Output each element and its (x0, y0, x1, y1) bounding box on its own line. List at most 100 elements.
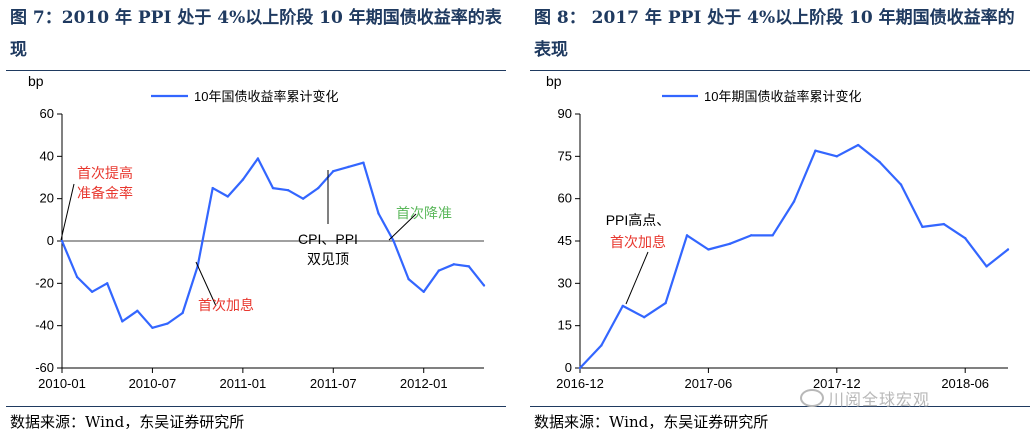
data-point (792, 200, 796, 203)
x-tick-label: 2010-07 (129, 376, 177, 391)
x-tick-label: 2011-07 (310, 376, 357, 391)
data-point (317, 186, 320, 190)
data-point (286, 189, 290, 192)
annotation-line: 首次加息 (198, 297, 254, 313)
legend-label: 10年期国债收益率累计变化 (704, 89, 861, 104)
data-point (707, 248, 710, 251)
figure-7-title: 图 7：2010 年 PPI 处于 4%以上阶段 10 年期国债收益率的表现 (10, 8, 502, 60)
data-point (241, 178, 245, 181)
watermark: 川阅全球宏观 (800, 386, 930, 410)
legend-label: 10年国债收益率累计变化 (194, 89, 338, 104)
data-point (407, 277, 410, 281)
data-point (121, 320, 124, 323)
annotation-line: 准备金率 (77, 185, 133, 201)
x-tick-label: 2016-12 (556, 376, 604, 391)
source-note: 数据来源：Wind，东吴证券研究所 (10, 413, 245, 431)
title-rule (530, 70, 1030, 71)
data-point (814, 149, 817, 152)
source-note: 数据来源：Wind，东吴证券研究所 (534, 413, 769, 431)
annotation-leader-line (195, 261, 217, 307)
y-tick-label: 40 (40, 148, 54, 163)
x-tick-label: 2017-06 (685, 376, 733, 391)
y-tick-label: 30 (558, 275, 572, 290)
y-tick-label: 90 (558, 106, 572, 121)
data-point (857, 143, 860, 147)
data-point (151, 326, 154, 329)
data-point (1006, 248, 1010, 251)
x-tick-label: 2012-01 (400, 376, 448, 391)
data-point (664, 301, 667, 305)
annotation-leader-line (60, 183, 75, 241)
annotation-label: 首次加息 (610, 234, 666, 250)
data-point (728, 242, 731, 246)
x-tick-label: 2018-06 (941, 376, 989, 391)
annotation-line: 双见顶 (307, 251, 349, 267)
data-point (60, 239, 64, 243)
data-point (332, 169, 335, 173)
annotation-line: 首次降准 (396, 205, 452, 221)
wechat-logo-icon (800, 389, 824, 407)
data-point (347, 165, 350, 169)
annotation-label: 首次加息 (198, 297, 254, 313)
data-point (106, 282, 109, 285)
data-point (685, 234, 689, 237)
y-tick-label: 75 (558, 148, 572, 163)
data-point (301, 197, 305, 200)
annotation-line: CPI、PPI (298, 231, 358, 247)
data-point (482, 284, 486, 287)
y-tick-label: 15 (558, 318, 572, 333)
data-point (600, 344, 603, 347)
annotation-line: 首次提高 (77, 165, 133, 181)
data-point (985, 265, 988, 268)
y-tick-label: 60 (558, 191, 572, 206)
annotation-label: 首次降准 (396, 205, 452, 221)
chart-panel-2017: 图 8： 2017 年 PPI 处于 4%以上阶段 10 年期国债收益率的表现 … (530, 0, 1030, 440)
y-tick-label: 45 (558, 233, 572, 248)
annotation-label: CPI、PPI 双见顶 (298, 231, 358, 267)
y-tick-label: 0 (47, 233, 54, 248)
figure-8-title: 图 8： 2017 年 PPI 处于 4%以上阶段 10 年期国债收益率的表现 (534, 8, 1015, 60)
data-point (878, 160, 881, 164)
data-point (271, 186, 275, 190)
data-point (422, 290, 425, 293)
y-tick-label: 60 (40, 106, 54, 121)
data-point (226, 195, 229, 198)
data-point (578, 366, 582, 370)
data-point (211, 186, 214, 190)
data-point (377, 212, 380, 215)
data-point (621, 304, 624, 308)
chart-panel-2010: 图 7：2010 年 PPI 处于 4%以上阶段 10 年期国债收益率的表现 -… (6, 0, 506, 440)
data-point (181, 311, 184, 315)
data-point (467, 265, 471, 268)
y-axis-unit-label: bp (28, 73, 44, 89)
y-tick-label: -40 (35, 318, 54, 333)
title-rule (6, 70, 506, 71)
annotation-label: PPI高点、 (606, 212, 671, 228)
chart-2017-yield: 0 15 30 45 60 75 90 bp 2016-12 2017-06 2017-12 2018… (546, 73, 1010, 391)
data-point (921, 225, 924, 229)
data-point (362, 161, 365, 164)
watermark-text: 川阅全球宏观 (828, 390, 931, 409)
data-point (835, 155, 838, 158)
x-tick-label: 2011-01 (219, 376, 266, 391)
y-tick-label: 20 (40, 191, 54, 206)
data-point (90, 290, 94, 293)
x-tick-label: 2010-01 (38, 376, 86, 391)
footer-rule (6, 406, 506, 407)
annotation-label: 首次提高准备金率 (77, 165, 133, 201)
y-tick-label: 0 (565, 360, 572, 375)
data-point (771, 234, 774, 237)
data-point (964, 236, 967, 240)
data-point (136, 309, 139, 313)
y-tick-label: -20 (35, 275, 54, 290)
annotation-line: PPI高点、 (606, 212, 671, 228)
data-point (437, 269, 440, 272)
series-line (60, 157, 485, 329)
data-point (750, 234, 753, 237)
chart-2010-yield: -60 -40 -20 0 20 40 60 bp 2010-01 2010-07 2011-01 2… (28, 73, 486, 391)
x-tick-label: 2017-12 (813, 376, 861, 391)
data-point (166, 322, 169, 325)
series-line (579, 143, 1009, 369)
y-tick-label: -60 (35, 360, 54, 375)
data-point (256, 157, 260, 160)
